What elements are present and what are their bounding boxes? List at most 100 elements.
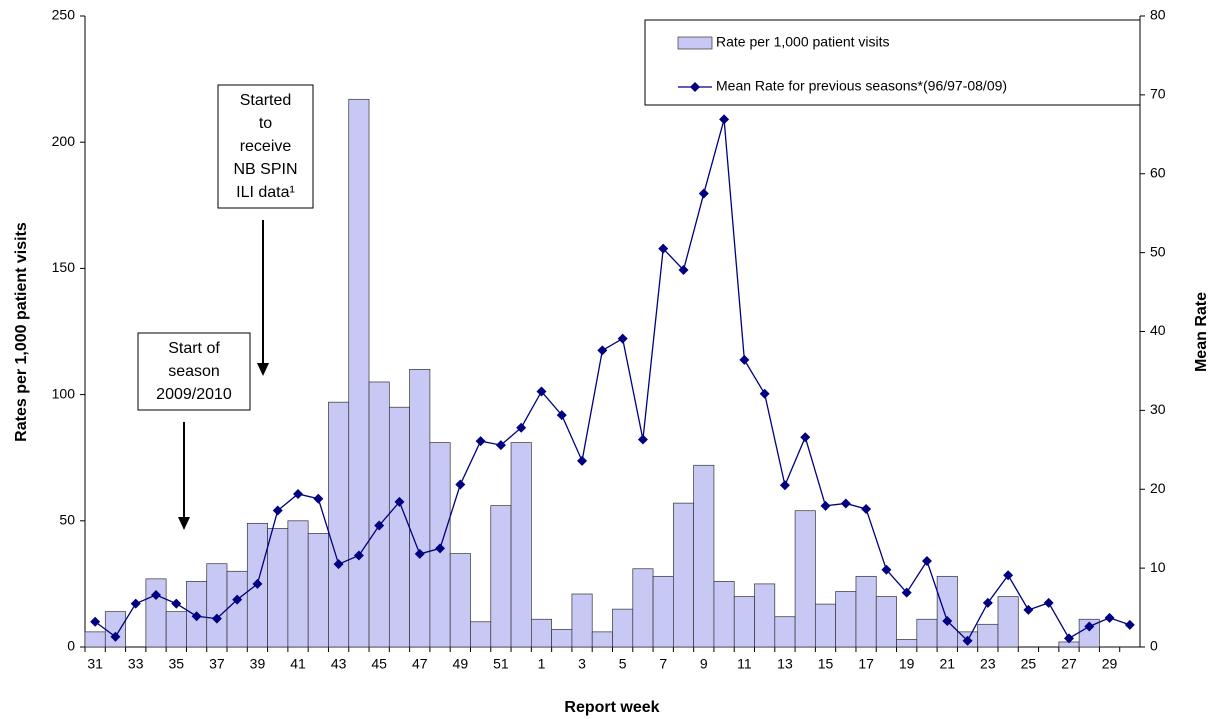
marker	[800, 432, 811, 443]
marker	[272, 505, 283, 516]
y2-axis-title: Mean Rate	[1193, 292, 1210, 372]
marker	[556, 410, 567, 421]
annotation-box	[137, 332, 251, 411]
arrow-head	[178, 517, 190, 530]
bar	[916, 618, 938, 648]
x-tick-label: 7	[659, 656, 667, 672]
annotation-text: season	[168, 363, 220, 380]
marker	[151, 589, 162, 600]
bar	[287, 520, 309, 648]
marker	[1043, 597, 1054, 608]
x-tick-label: 41	[290, 656, 306, 672]
marker	[901, 587, 912, 598]
x-axis-title: Report week	[564, 699, 659, 716]
marker	[759, 388, 770, 399]
marker	[1124, 619, 1135, 630]
marker	[1104, 612, 1115, 623]
annotation-text: ILI data¹	[236, 184, 295, 201]
marker	[394, 496, 405, 507]
bar	[835, 591, 857, 648]
y-tick-label: 50	[59, 512, 75, 528]
bar	[673, 502, 695, 648]
marker	[1084, 621, 1095, 632]
bar	[936, 575, 958, 648]
marker	[374, 520, 385, 531]
bar	[348, 98, 370, 648]
marker	[414, 548, 425, 559]
y2-tick-label: 60	[1150, 164, 1166, 180]
annotation-text: Start of	[168, 340, 220, 357]
x-tick-label: 45	[371, 656, 387, 672]
bar	[612, 608, 634, 648]
y2-tick-label: 40	[1150, 322, 1166, 338]
x-tick-label: 3	[578, 656, 586, 672]
x-tick-label: 49	[453, 656, 469, 672]
marker	[435, 543, 446, 554]
annotation-text: to	[259, 115, 272, 132]
bar	[145, 578, 167, 648]
marker	[536, 386, 547, 397]
y-axis-title: Rates per 1,000 patient visits	[13, 222, 30, 442]
marker	[982, 597, 993, 608]
x-tick-label: 35	[169, 656, 185, 672]
bar	[206, 563, 228, 648]
marker	[942, 615, 953, 626]
marker	[840, 498, 851, 509]
x-tick-label: 37	[209, 656, 225, 672]
marker	[211, 613, 222, 624]
legend-label: Mean Rate for previous seasons*(96/97-08…	[716, 78, 1007, 94]
x-tick-label: 11	[737, 656, 752, 672]
marker	[130, 598, 141, 609]
bar	[409, 369, 431, 648]
bar	[388, 406, 410, 648]
marker	[232, 594, 243, 605]
bar	[530, 618, 552, 648]
bar	[997, 596, 1019, 648]
marker	[637, 434, 648, 445]
bar	[470, 621, 492, 648]
marker	[313, 493, 324, 504]
x-tick-label: 17	[858, 656, 874, 672]
y2-tick-label: 10	[1150, 559, 1166, 575]
bar	[977, 623, 999, 648]
x-tick-label: 33	[128, 656, 144, 672]
y-tick-label: 100	[52, 385, 76, 401]
x-tick-label: 39	[250, 656, 266, 672]
marker	[719, 114, 730, 125]
y2-tick-label: 80	[1150, 7, 1166, 23]
marker	[171, 598, 182, 609]
annotation-text: NB SPIN	[233, 161, 297, 178]
bar	[510, 442, 532, 648]
marker	[739, 354, 750, 365]
line	[94, 119, 1131, 642]
marker	[1063, 633, 1074, 644]
marker	[353, 550, 364, 561]
x-tick-label: 43	[331, 656, 347, 672]
x-tick-label: 9	[700, 656, 708, 672]
y-tick-label: 150	[52, 259, 76, 275]
bar	[84, 631, 106, 648]
x-tick-label: 19	[899, 656, 915, 672]
bar	[875, 596, 897, 648]
x-tick-label: 5	[619, 656, 627, 672]
marker	[1003, 570, 1014, 581]
x-tick-label: 1	[538, 656, 546, 672]
y2-tick-label: 30	[1150, 401, 1166, 417]
bar	[165, 611, 187, 648]
bar	[449, 553, 471, 648]
x-tick-label: 13	[777, 656, 793, 672]
marker	[455, 479, 466, 490]
bar	[713, 581, 735, 648]
bar	[855, 575, 877, 648]
bar	[652, 575, 674, 648]
marker	[495, 440, 506, 451]
arrow-head	[257, 363, 269, 376]
bar	[774, 616, 796, 648]
marker	[617, 333, 628, 344]
x-tick-label: 47	[412, 656, 428, 672]
marker	[110, 631, 121, 642]
bar	[794, 510, 816, 648]
y2-tick-label: 50	[1150, 243, 1166, 259]
marker	[333, 559, 344, 570]
